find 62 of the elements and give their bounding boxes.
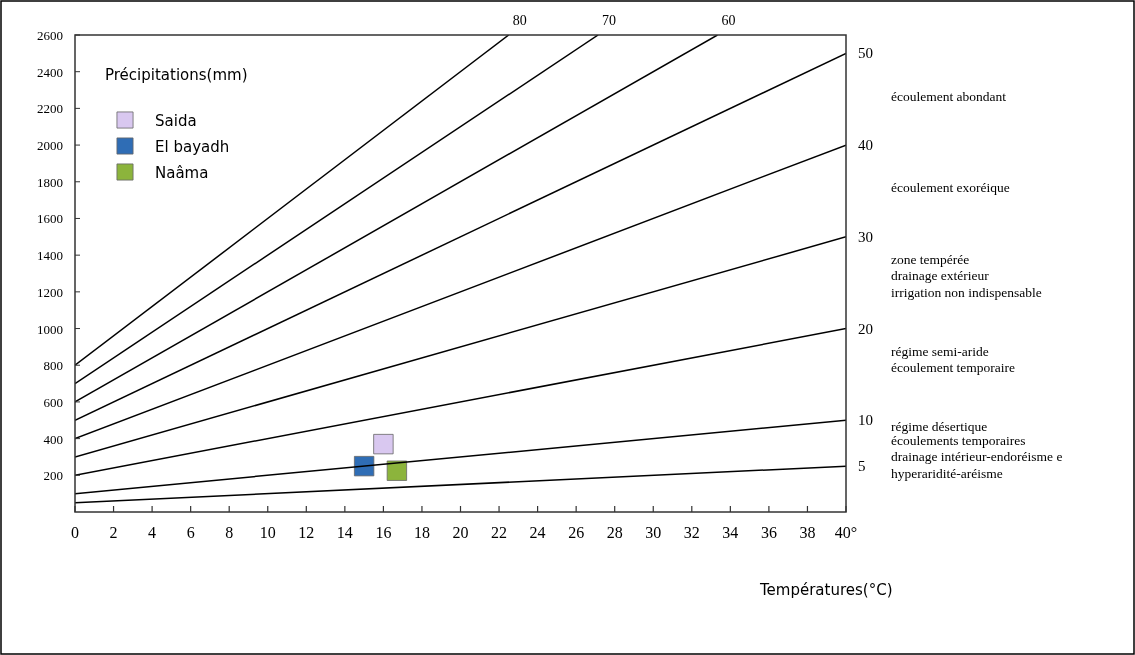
y-tick-label: 1400 (37, 248, 63, 264)
annotation: 60 (721, 13, 736, 28)
y-tick-label: 1000 (37, 321, 63, 337)
x-tick-label: 30 (645, 524, 662, 541)
x-tick-label: 0 (71, 524, 79, 541)
text: écoulements temporaires (891, 433, 1026, 449)
annotation: 80 (512, 13, 527, 28)
legend-label: El bayadh (155, 138, 230, 156)
x-tick-label: 32 (683, 524, 700, 541)
y-tick-label: 2400 (37, 64, 63, 80)
annotation: 50 (858, 45, 873, 62)
text: écoulement abondant (891, 88, 1007, 104)
annotation: 30 (858, 228, 873, 245)
y-tick-label: 1800 (37, 174, 63, 190)
text: écoulement temporaire (891, 360, 1016, 376)
y-tick-label: 600 (43, 394, 63, 410)
x-tick-label: 6 (186, 524, 195, 541)
y-tick-label: 2200 (37, 101, 63, 117)
annotation: 40 (858, 137, 873, 154)
x-tick-label: 18 (413, 524, 430, 541)
y-tick-label: 2000 (37, 138, 63, 154)
text: irrigation non indispensable (891, 284, 1042, 300)
x-tick-label: 20 (452, 524, 469, 541)
x-tick-label: 22 (491, 524, 508, 541)
point (353, 455, 375, 477)
x-tick-label: 8 (225, 524, 234, 541)
x-tick-label: 2 (109, 524, 118, 541)
y-tick-label: 400 (43, 431, 63, 447)
y-axis-title: Précipitations(mm) (105, 66, 248, 84)
x-tick-label: 40° (834, 524, 858, 541)
text: hyperaridité-aréisme (891, 465, 1003, 481)
y-tick-label: 200 (43, 468, 63, 484)
y-tick-label: 800 (43, 358, 63, 374)
annotation: 10 (858, 412, 873, 429)
y-tick-label: 1200 (37, 284, 63, 300)
x-tick-label: 12 (298, 524, 315, 541)
y-tick-label: 1600 (37, 211, 63, 227)
x-tick-label: 24 (529, 524, 546, 541)
text: régime désertique (891, 418, 988, 434)
y-tick-label: 2600 (37, 28, 63, 43)
point (373, 433, 394, 455)
annotation: 70 (602, 13, 617, 28)
x-tick-label: 26 (568, 524, 585, 541)
annotation: 20 (858, 320, 873, 337)
x-tick-label: 14 (336, 524, 353, 541)
text: drainage extérieur (891, 268, 990, 284)
x-tick-label: 38 (799, 524, 816, 541)
x-axis-title: Températures(°C) (759, 581, 893, 599)
text: écoulement exoréique (891, 180, 1010, 196)
text: drainage intérieur-endoréisme e (891, 449, 1063, 465)
x-tick-label: 34 (722, 524, 739, 541)
annotation: 5 (858, 458, 866, 475)
text: zone tempérée (891, 251, 970, 267)
x-tick-label: 10 (259, 524, 276, 541)
legend-label: Saida (155, 112, 197, 130)
x-tick-label: 4 (148, 524, 157, 541)
x-tick-label: 36 (760, 524, 777, 541)
legend-label: Naâma (155, 164, 209, 182)
point (386, 460, 408, 481)
text: régime semi-aride (891, 343, 989, 359)
x-tick-label: 28 (606, 524, 623, 541)
x-tick-label: 16 (375, 524, 392, 541)
